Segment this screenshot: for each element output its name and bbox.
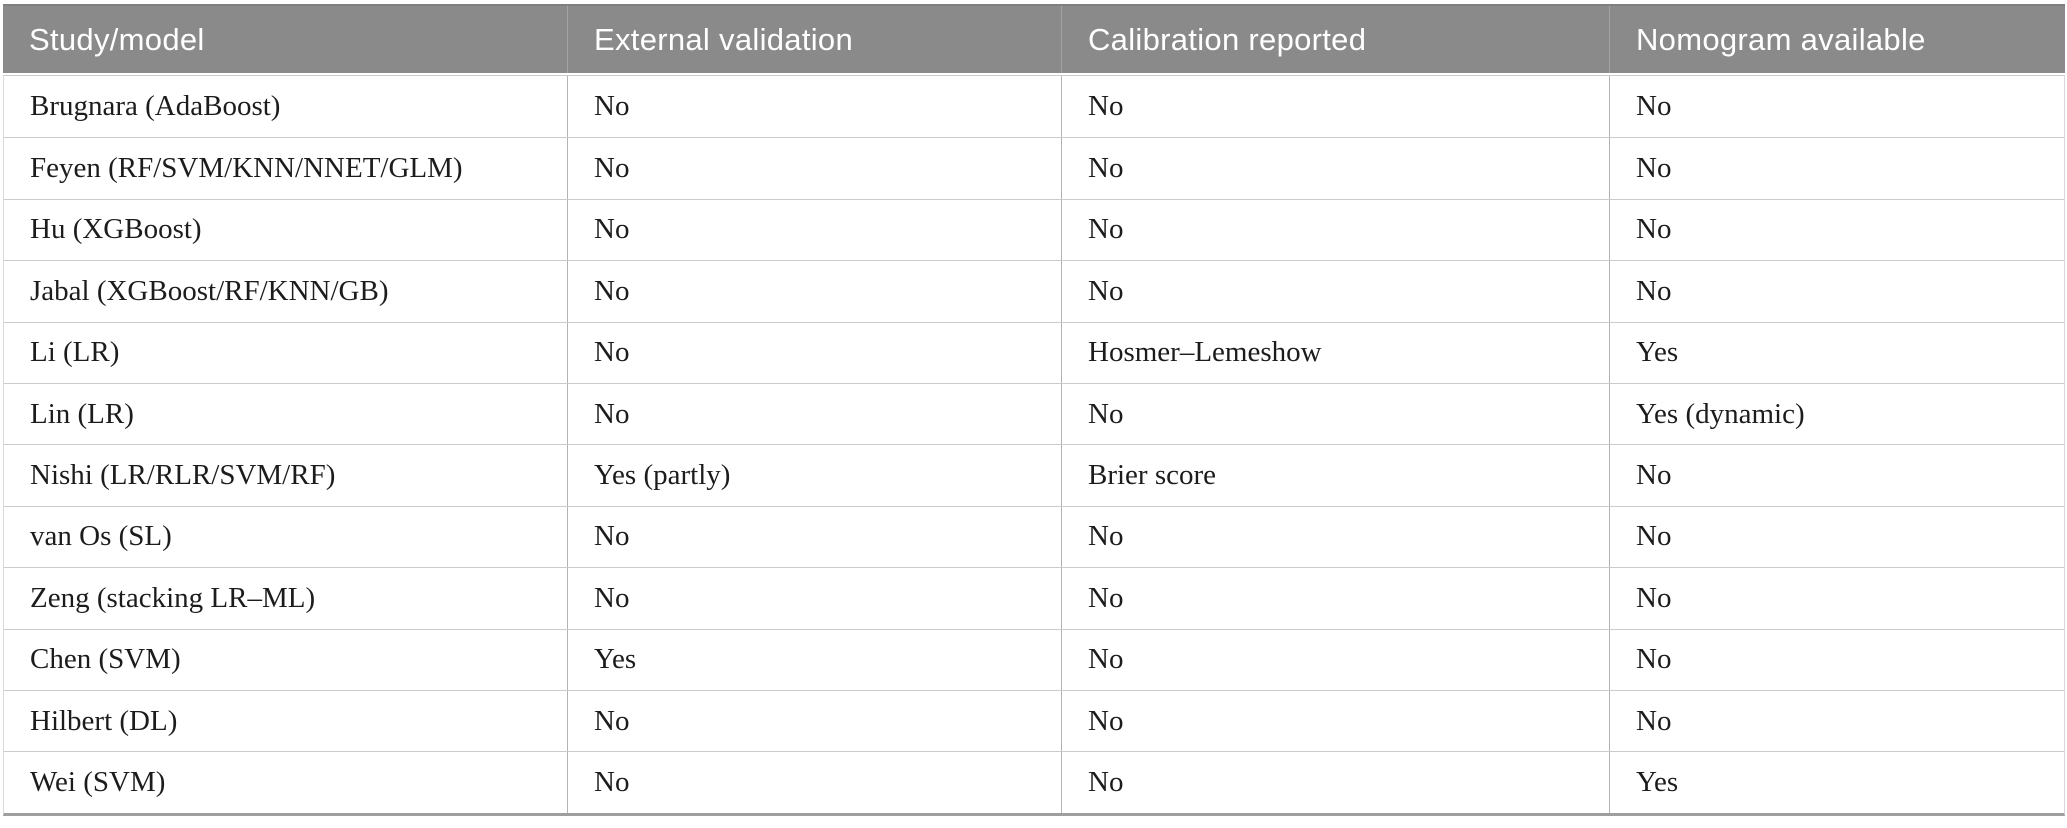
value-cell: No [567,76,1061,138]
value-cell: No [567,322,1061,383]
study-cell: van Os (SL) [30,520,172,553]
table-body: Brugnara (AdaBoost) No No No Feyen (RF/SVM/K… [3,75,2065,816]
value-cell: No [567,568,1061,629]
value-cell: No [1061,690,1609,752]
value-cell: No [1061,383,1609,445]
table-row: Hu (XGBoost) No No No [4,198,2064,261]
value-cell: No [1609,690,2064,752]
column-header-3: Nomogram available [1609,6,2065,73]
study-cell: Zeng (stacking LR–ML) [30,581,316,614]
table-header-row: Study/model External validation Calibratio… [3,4,2065,73]
value-cell: No [1609,568,2064,629]
value-cell: Yes (partly) [567,445,1061,506]
value-cell: No [567,199,1061,261]
value-cell: No [567,752,1061,813]
value-cell: No [1609,199,2064,261]
value-cell: No [567,261,1061,322]
table-row: Feyen (RF/SVM/KNN/NNET/GLM) No No No [4,137,2064,199]
value-cell: Hosmer–Lemeshow [1061,322,1609,383]
value-cell: No [1609,445,2064,506]
value-cell: No [1061,506,1609,568]
table-row: Nishi (LR/RLR/SVM/RF) Yes (partly) Brier s… [4,444,2064,506]
study-cell: Hilbert (DL) [30,704,178,737]
value-cell: No [1061,629,1609,690]
value-cell: No [567,506,1061,568]
study-cell: Lin (LR) [30,397,134,430]
value-cell: No [1609,629,2064,690]
table-row: Jabal (XGBoost/RF/KNN/GB) No No No [4,260,2064,322]
value-cell: No [567,383,1061,445]
study-cell: Jabal (XGBoost/RF/KNN/GB) [30,274,389,307]
column-header-1: External validation [567,6,1061,73]
study-cell: Feyen (RF/SVM/KNN/NNET/GLM) [30,152,463,185]
study-cell: Brugnara (AdaBoost) [30,90,281,123]
study-cell: Nishi (LR/RLR/SVM/RF) [30,459,336,492]
column-header-0: Study/model [29,21,205,57]
value-cell: Yes [567,629,1061,690]
table-row: van Os (SL) No No No [4,505,2064,568]
study-cell: Hu (XGBoost) [30,213,202,246]
value-cell: Yes [1609,322,2064,383]
study-cell: Chen (SVM) [30,643,181,676]
study-validation-table: Study/model External validation Calibratio… [3,4,2065,816]
value-cell: No [567,690,1061,752]
value-cell: No [1609,138,2064,199]
value-cell: Yes (dynamic) [1609,383,2064,445]
study-cell: Li (LR) [30,336,120,369]
value-cell: No [1609,76,2064,138]
value-cell: No [1061,261,1609,322]
value-cell: Brier score [1061,445,1609,506]
value-cell: No [1061,752,1609,813]
value-cell: No [1061,568,1609,629]
value-cell: Yes [1609,752,2064,813]
study-cell: Wei (SVM) [30,765,166,798]
value-cell: No [1609,506,2064,568]
table-row: Wei (SVM) No No Yes [4,751,2064,813]
table-row: Chen (SVM) Yes No No [4,628,2064,690]
value-cell: No [1061,138,1609,199]
table-row: Lin (LR) No No Yes (dynamic) [4,382,2064,445]
table-row: Hilbert (DL) No No No [4,689,2064,752]
value-cell: No [567,138,1061,199]
table-row: Brugnara (AdaBoost) No No No [4,76,2064,138]
value-cell: No [1609,261,2064,322]
table-row: Li (LR) No Hosmer–Lemeshow Yes [4,321,2064,383]
table-row: Zeng (stacking LR–ML) No No No [4,567,2064,629]
value-cell: No [1061,199,1609,261]
value-cell: No [1061,76,1609,138]
column-header-2: Calibration reported [1061,6,1609,73]
